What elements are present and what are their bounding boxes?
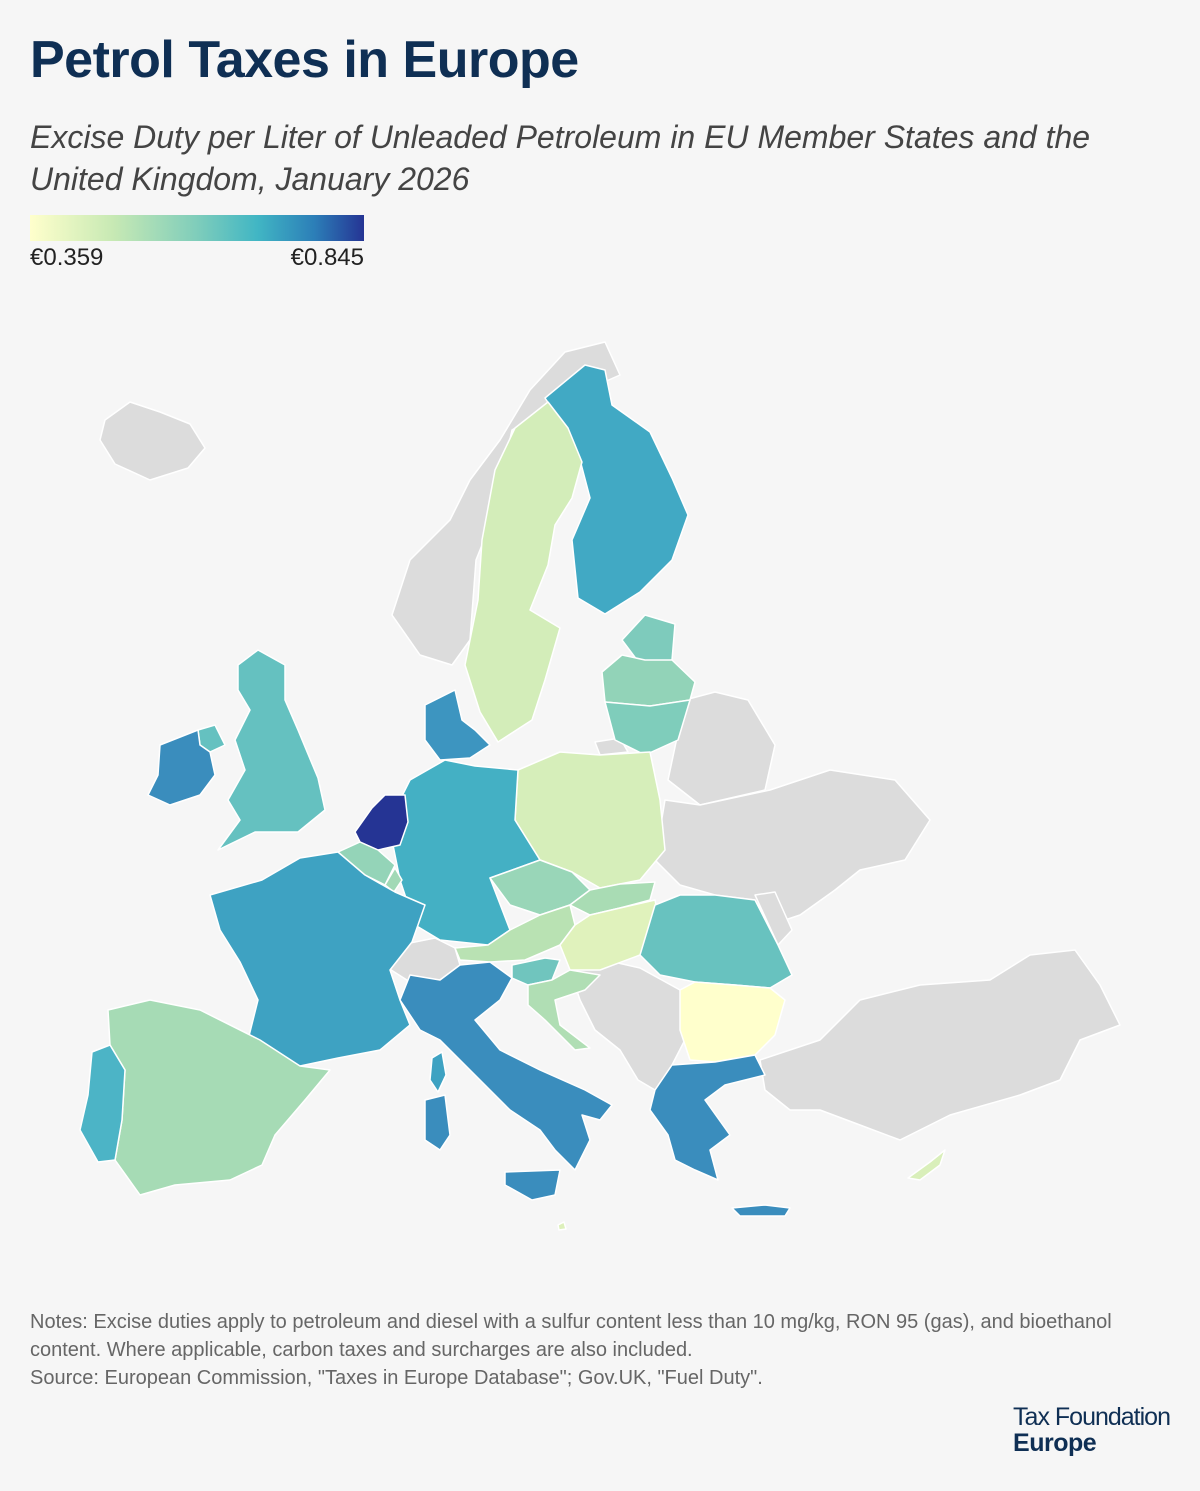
region-lithuania bbox=[604, 699, 691, 756]
notes-text: Notes: Excise duties apply to petroleum … bbox=[30, 1311, 1112, 1361]
region-sweden bbox=[464, 401, 583, 743]
region-cyprus bbox=[907, 1149, 946, 1181]
region-turkey bbox=[759, 949, 1121, 1141]
region-latvia bbox=[601, 654, 696, 707]
region-bulgaria bbox=[679, 981, 786, 1063]
region-sardinia bbox=[424, 1094, 451, 1151]
region-crete bbox=[731, 1204, 791, 1217]
logo-line-2: Europe bbox=[1013, 1429, 1097, 1457]
region-croatia bbox=[527, 969, 601, 1051]
legend-max-label: €0.845 bbox=[290, 244, 364, 271]
notes: Notes: Excise duties apply to petroleum … bbox=[30, 1308, 1180, 1392]
region-moldova bbox=[754, 891, 793, 946]
region-italy bbox=[399, 961, 613, 1171]
logo-line-1: Tax Foundation bbox=[1013, 1403, 1171, 1431]
legend-min-label: €0.359 bbox=[30, 244, 104, 271]
region-malta bbox=[557, 1221, 567, 1231]
region-ireland bbox=[147, 729, 216, 806]
europe-map bbox=[79, 341, 1121, 1231]
tax-foundation-logo: Tax Foundation Europe bbox=[1013, 1403, 1171, 1457]
region-corsica bbox=[429, 1051, 447, 1093]
region-france bbox=[209, 851, 426, 1067]
legend-gradient-bar bbox=[30, 215, 364, 241]
region-iceland bbox=[99, 401, 206, 481]
region-denmark bbox=[424, 689, 491, 761]
color-legend: €0.359 €0.845 bbox=[30, 215, 364, 272]
region-portugal bbox=[79, 1044, 126, 1163]
region-greece bbox=[649, 1054, 766, 1181]
page-subtitle: Excise Duty per Liter of Unleaded Petrol… bbox=[30, 119, 1091, 197]
source-text: Source: European Commission, "Taxes in E… bbox=[30, 1367, 763, 1389]
page-title: Petrol Taxes in Europe bbox=[30, 31, 579, 89]
region-finland bbox=[544, 364, 689, 615]
region-uk bbox=[217, 649, 326, 851]
region-sicily bbox=[504, 1169, 561, 1201]
region-romania bbox=[639, 894, 793, 989]
region-netherlands bbox=[354, 794, 409, 851]
